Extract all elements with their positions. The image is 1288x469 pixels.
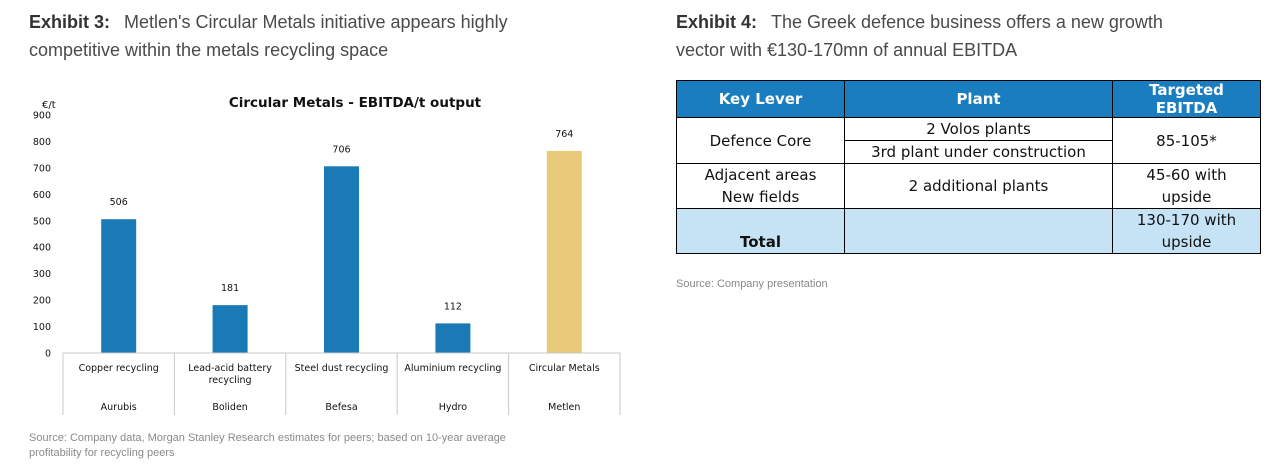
chart-title: Circular Metals - EBITDA/t output — [229, 95, 482, 111]
y-tick-label: 600 — [33, 190, 51, 201]
cell-total-plant — [844, 208, 1113, 254]
cell-total-ebitda-1: 130-170 with — [1112, 208, 1261, 231]
bar-value-label: 706 — [332, 144, 350, 155]
bars-group: 506 181 706 112 764 — [101, 129, 582, 353]
cell-defence-ebitda: 85-105* — [1112, 117, 1261, 164]
bar-value-label: 181 — [221, 283, 239, 294]
table-total-row: 130-170 with — [676, 208, 1261, 254]
bar-value-label: 506 — [110, 197, 128, 208]
y-tick-label: 400 — [33, 243, 51, 254]
exhibit-4: Exhibit 4: The Greek defence business off… — [676, 8, 1276, 64]
bar — [324, 166, 359, 353]
cell-adjacent-areas: Adjacent areas — [676, 163, 845, 186]
header-key-lever: Key Lever — [676, 80, 845, 118]
cell-total-ebitda-2: upside — [1112, 231, 1261, 254]
bar — [435, 323, 471, 353]
cell-defence-core: Defence Core — [676, 117, 845, 164]
x-company-label: Befesa — [325, 402, 357, 413]
table-row: Defence Core 2 Volos plants 85-105* — [676, 117, 1261, 164]
y-tick-label: 700 — [33, 163, 51, 174]
x-category-label: Copper recycling — [79, 363, 159, 374]
table-total-row: Total upside — [676, 231, 1261, 254]
table-row: 3rd plant under construction — [677, 140, 1261, 164]
x-company-label: Metlen — [548, 402, 580, 413]
bar — [101, 219, 137, 353]
exhibit-4-label: Exhibit 4: — [676, 12, 758, 32]
exhibit-3-source-line1: Source: Company data, Morgan Stanley Res… — [29, 432, 506, 444]
cell-adjacent-ebitda-2: upside — [1112, 186, 1261, 209]
exhibit-4-title-line1: The Greek defence business offers a new … — [771, 12, 1163, 32]
cell-new-fields: New fields — [676, 186, 845, 209]
exhibit-4-title: Exhibit 4: The Greek defence business off… — [676, 8, 1276, 64]
cell-total-spacer — [676, 208, 845, 231]
y-tick-label: 800 — [33, 137, 51, 148]
cell-adjacent-ebitda-1: 45-60 with — [1112, 163, 1261, 186]
bar-value-label: 764 — [555, 129, 573, 140]
y-tick-label: 100 — [33, 322, 51, 333]
x-category-label: Aluminium recycling — [404, 363, 501, 374]
x-company-label: Aurubis — [101, 402, 137, 413]
x-company-label: Hydro — [439, 402, 467, 413]
x-axis: Copper recycling Aurubis Lead-acid battery… — [62, 352, 621, 415]
bar-value-label: 112 — [444, 301, 462, 312]
bar — [212, 305, 248, 353]
y-axis-ticks: 0 100 200 300 400 500 600 700 800 900 — [33, 111, 51, 360]
exhibit-3-label: Exhibit 3: — [29, 12, 111, 32]
y-tick-label: 200 — [33, 296, 51, 307]
key-lever-table: Key Lever Plant Targeted EBITDA Defence … — [676, 80, 1261, 254]
table-header-row: Key Lever Plant Targeted EBITDA — [676, 80, 1261, 118]
exhibit-4-title-line2: vector with €130-170mn of annual EBITDA — [676, 40, 1018, 60]
cell-total-label: Total — [676, 231, 845, 254]
y-tick-label: 900 — [33, 111, 51, 122]
exhibit-3-title: Exhibit 3: Metlen's Circular Metals initi… — [29, 8, 619, 64]
cell-volos-plants: 2 Volos plants — [844, 117, 1113, 141]
bar — [546, 150, 582, 353]
exhibit-3-source-line2: profitability for recycling peers — [29, 447, 175, 459]
cell-third-plant: 3rd plant under construction — [844, 140, 1113, 164]
header-plant: Plant — [844, 80, 1113, 118]
x-category-label: Circular Metals — [529, 363, 600, 374]
x-company-label: Boliden — [212, 402, 248, 413]
y-tick-label: 0 — [45, 349, 51, 360]
exhibit-3-title-line1: Metlen's Circular Metals initiative appe… — [124, 12, 508, 32]
exhibit-3-source: Source: Company data, Morgan Stanley Res… — [29, 431, 629, 461]
ebitda-bar-chart: Circular Metals - EBITDA/t output €/t 0 1… — [33, 95, 621, 415]
exhibit-3: Exhibit 3: Metlen's Circular Metals initi… — [29, 8, 619, 64]
table-row: New fields upside — [676, 186, 1261, 209]
y-tick-label: 500 — [33, 216, 51, 227]
x-category-label: recycling — [209, 375, 252, 386]
x-category-label: Lead-acid battery — [188, 363, 272, 374]
header-targeted-ebitda: Targeted EBITDA — [1112, 80, 1261, 118]
cell-additional-plants: 2 additional plants — [844, 163, 1113, 209]
y-axis-unit: €/t — [42, 100, 56, 111]
exhibit-4-source: Source: Company presentation — [676, 278, 828, 290]
table-row: Adjacent areas 2 additional plants 45-60… — [676, 163, 1261, 209]
exhibit-3-title-line2: competitive within the metals recycling … — [29, 40, 389, 60]
y-tick-label: 300 — [33, 269, 51, 280]
x-category-label: Steel dust recycling — [295, 363, 389, 374]
